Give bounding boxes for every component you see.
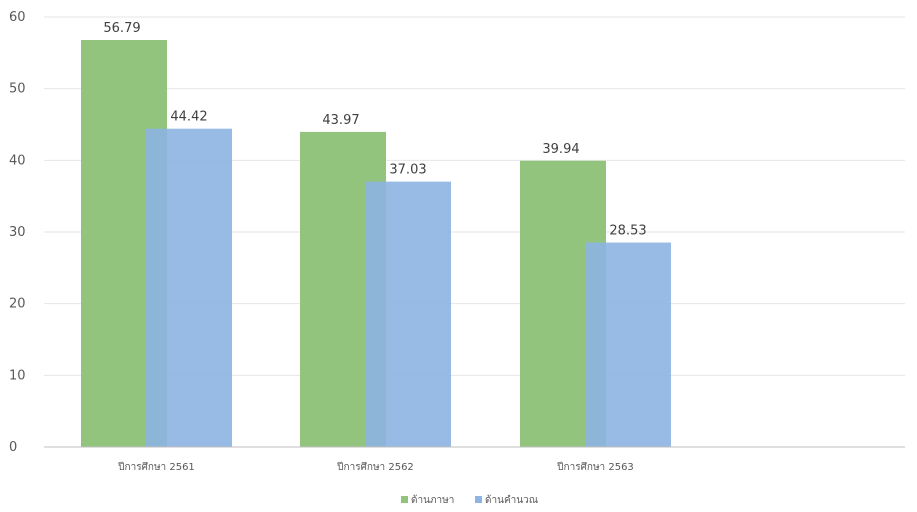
y-tick-label: 60 — [9, 10, 26, 25]
data-label: 43.97 — [322, 113, 359, 128]
x-tick-label: ปีการศึกษา 2562 — [337, 461, 414, 473]
data-label: 44.42 — [170, 110, 207, 125]
legend-swatch — [475, 496, 482, 503]
y-tick-label: 10 — [9, 368, 26, 383]
y-tick-label: 0 — [9, 440, 17, 455]
legend-swatch — [401, 496, 408, 503]
bars — [81, 40, 671, 447]
y-tick-label: 40 — [9, 153, 26, 168]
legend-label: ด้านภาษา — [411, 494, 454, 506]
y-tick-label: 20 — [9, 297, 26, 312]
y-tick-label: 50 — [9, 82, 26, 97]
data-label: 39.94 — [542, 142, 579, 157]
bar-series-2 — [585, 243, 671, 447]
x-tick-label: ปีการศึกษา 2563 — [557, 461, 634, 473]
x-tick-label: ปีการศึกษา 2561 — [118, 461, 195, 473]
legend: ด้านภาษา ด้านคำนวณ — [401, 494, 538, 506]
data-label: 56.79 — [103, 21, 140, 36]
legend-label: ด้านคำนวณ — [485, 494, 538, 506]
data-label: 37.03 — [389, 163, 426, 178]
bar-series-2 — [146, 129, 232, 447]
bar-series-2 — [365, 182, 451, 447]
data-label: 28.53 — [609, 224, 646, 239]
y-tick-label: 30 — [9, 225, 26, 240]
